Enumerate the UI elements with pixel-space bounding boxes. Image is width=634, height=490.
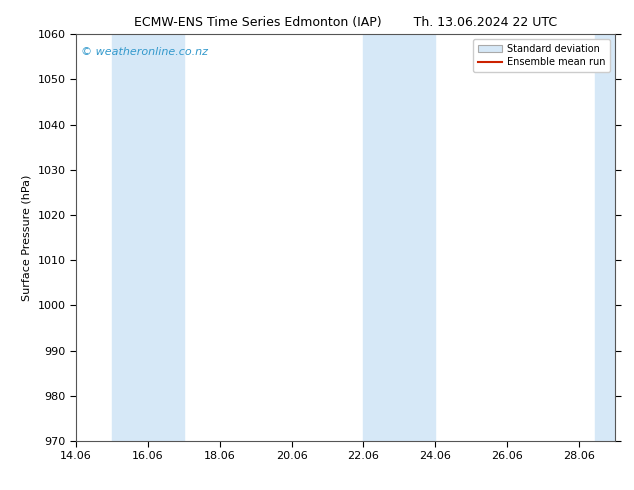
Bar bbox=[595, 34, 624, 441]
Bar bbox=[112, 34, 184, 441]
Legend: Standard deviation, Ensemble mean run: Standard deviation, Ensemble mean run bbox=[473, 39, 610, 72]
Bar bbox=[363, 34, 436, 441]
Text: © weatheronline.co.nz: © weatheronline.co.nz bbox=[81, 47, 209, 56]
Y-axis label: Surface Pressure (hPa): Surface Pressure (hPa) bbox=[22, 174, 32, 301]
Title: ECMW-ENS Time Series Edmonton (IAP)        Th. 13.06.2024 22 UTC: ECMW-ENS Time Series Edmonton (IAP) Th. … bbox=[134, 16, 557, 29]
